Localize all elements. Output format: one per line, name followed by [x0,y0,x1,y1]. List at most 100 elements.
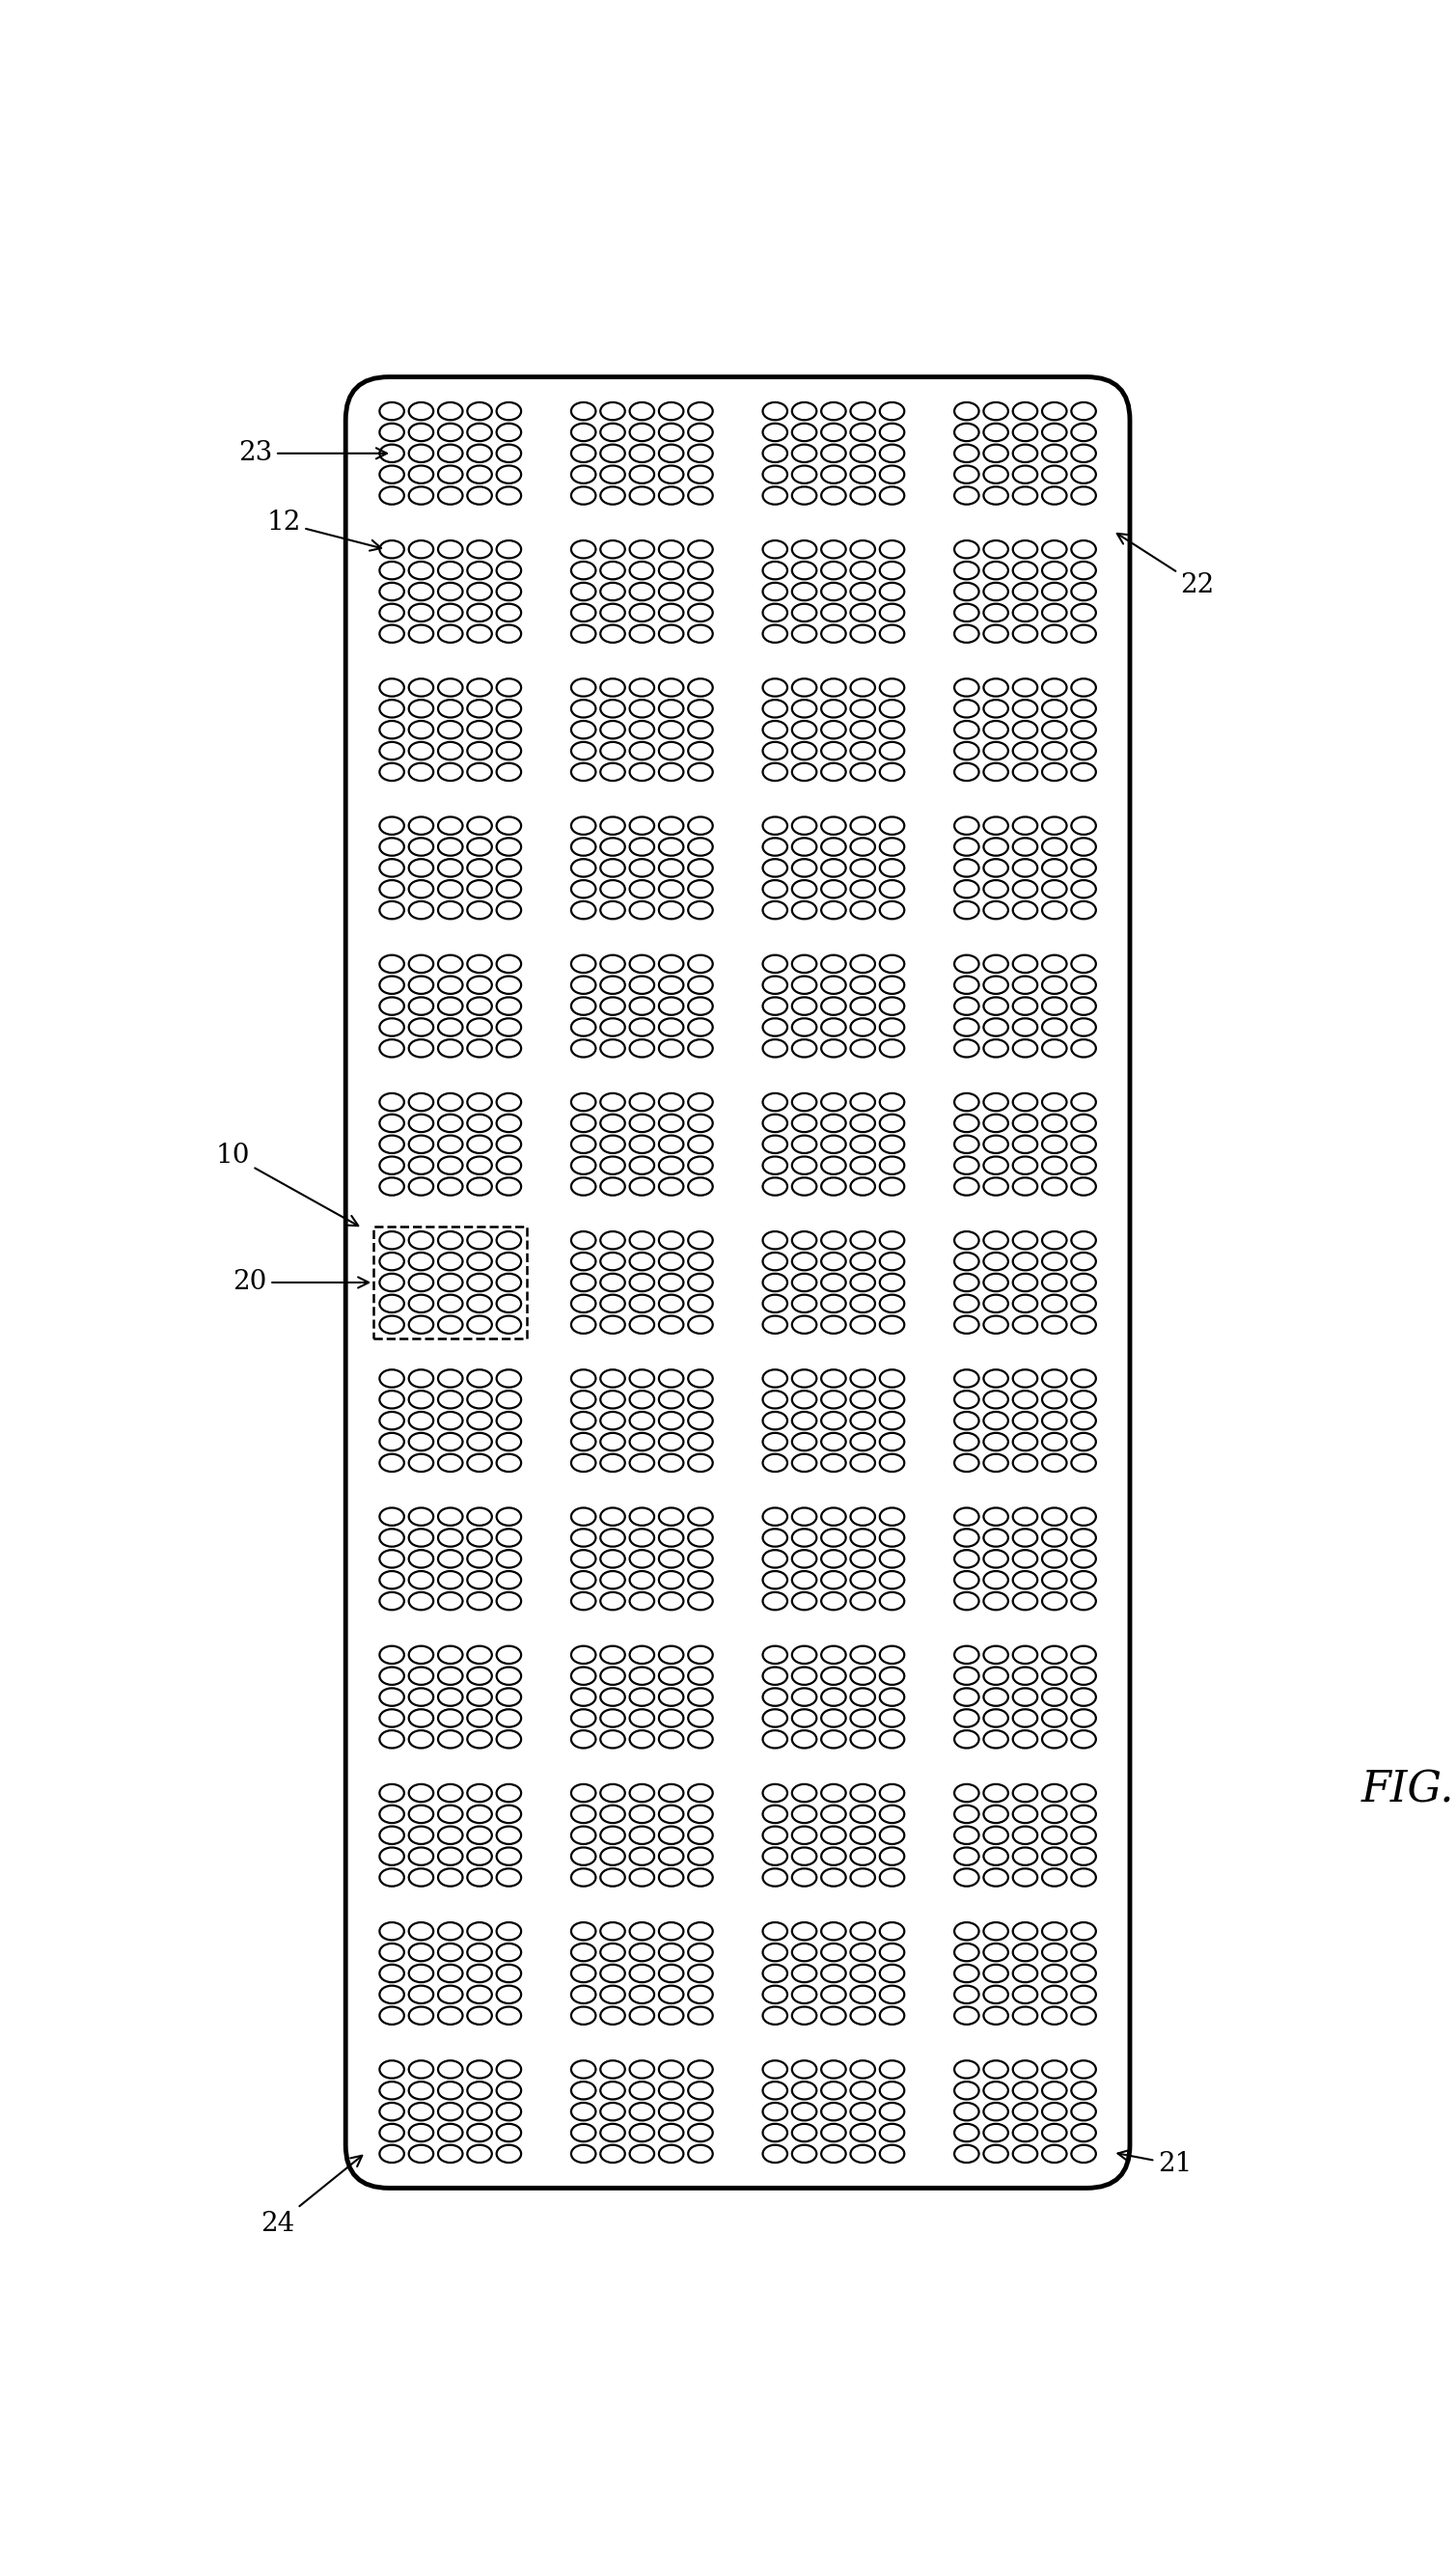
Ellipse shape [409,1847,434,1865]
Ellipse shape [850,1965,875,1983]
Ellipse shape [1072,721,1096,739]
Ellipse shape [660,1785,683,1801]
Ellipse shape [1072,467,1096,482]
Ellipse shape [850,603,875,621]
Ellipse shape [1072,1231,1096,1249]
Ellipse shape [660,1708,683,1726]
Ellipse shape [954,1136,978,1154]
Ellipse shape [879,487,904,505]
Ellipse shape [792,603,817,621]
Ellipse shape [600,816,625,834]
Ellipse shape [571,444,596,462]
Ellipse shape [954,467,978,482]
Ellipse shape [496,403,521,421]
Ellipse shape [600,680,625,698]
Ellipse shape [879,1985,904,2003]
Ellipse shape [689,626,713,644]
Ellipse shape [438,1708,463,1726]
Ellipse shape [850,954,875,972]
Ellipse shape [850,582,875,600]
Ellipse shape [954,1806,978,1824]
Ellipse shape [763,1275,788,1290]
Ellipse shape [600,1847,625,1865]
Ellipse shape [689,541,713,559]
Ellipse shape [792,1231,817,1249]
Ellipse shape [1013,1018,1038,1036]
Ellipse shape [1072,1847,1096,1865]
Ellipse shape [496,1708,521,1726]
Ellipse shape [438,2083,463,2098]
Ellipse shape [380,954,405,972]
Ellipse shape [879,1295,904,1313]
Ellipse shape [438,1018,463,1036]
Ellipse shape [954,1177,978,1195]
Ellipse shape [438,954,463,972]
Ellipse shape [984,1921,1008,1939]
Ellipse shape [660,954,683,972]
Ellipse shape [821,1252,846,1270]
Ellipse shape [954,1731,978,1749]
Ellipse shape [1042,444,1067,462]
Ellipse shape [380,1826,405,1844]
Ellipse shape [600,1370,625,1388]
Ellipse shape [850,1411,875,1429]
Ellipse shape [954,562,978,580]
Ellipse shape [879,721,904,739]
Ellipse shape [792,900,817,918]
Ellipse shape [438,1785,463,1801]
Ellipse shape [438,1944,463,1962]
Ellipse shape [1072,1593,1096,1611]
Ellipse shape [409,2103,434,2121]
Ellipse shape [571,1231,596,1249]
Ellipse shape [409,562,434,580]
Ellipse shape [763,1113,788,1131]
Ellipse shape [821,741,846,759]
Ellipse shape [1013,816,1038,834]
Ellipse shape [660,562,683,580]
Ellipse shape [850,1921,875,1939]
Ellipse shape [984,900,1008,918]
Ellipse shape [629,1785,654,1801]
Ellipse shape [1013,2006,1038,2024]
Ellipse shape [792,1454,817,1472]
Ellipse shape [792,1867,817,1885]
Ellipse shape [660,1316,683,1334]
Bar [374,1226,527,1339]
Ellipse shape [496,998,521,1016]
Ellipse shape [467,1572,492,1588]
Ellipse shape [879,1157,904,1175]
Ellipse shape [1042,403,1067,421]
Ellipse shape [629,1295,654,1313]
Ellipse shape [571,1275,596,1290]
Ellipse shape [879,1572,904,1588]
Ellipse shape [496,1847,521,1865]
Ellipse shape [629,1731,654,1749]
Ellipse shape [689,998,713,1016]
Ellipse shape [879,1867,904,1885]
Ellipse shape [763,1295,788,1313]
Ellipse shape [792,1370,817,1388]
Ellipse shape [954,998,978,1016]
Ellipse shape [467,1806,492,1824]
Ellipse shape [1072,1018,1096,1036]
Ellipse shape [1072,423,1096,441]
Ellipse shape [763,1093,788,1111]
Ellipse shape [1042,1390,1067,1408]
Ellipse shape [850,1593,875,1611]
Ellipse shape [1072,1295,1096,1313]
Ellipse shape [438,582,463,600]
Ellipse shape [1072,2103,1096,2121]
Ellipse shape [792,562,817,580]
Ellipse shape [879,1708,904,1726]
Ellipse shape [792,1157,817,1175]
Ellipse shape [879,1411,904,1429]
Ellipse shape [954,2124,978,2142]
Ellipse shape [571,541,596,559]
Ellipse shape [689,487,713,505]
Ellipse shape [689,1944,713,1962]
Ellipse shape [1072,741,1096,759]
Ellipse shape [792,1549,817,1567]
Ellipse shape [689,1508,713,1526]
Ellipse shape [409,1647,434,1665]
Ellipse shape [571,1529,596,1547]
